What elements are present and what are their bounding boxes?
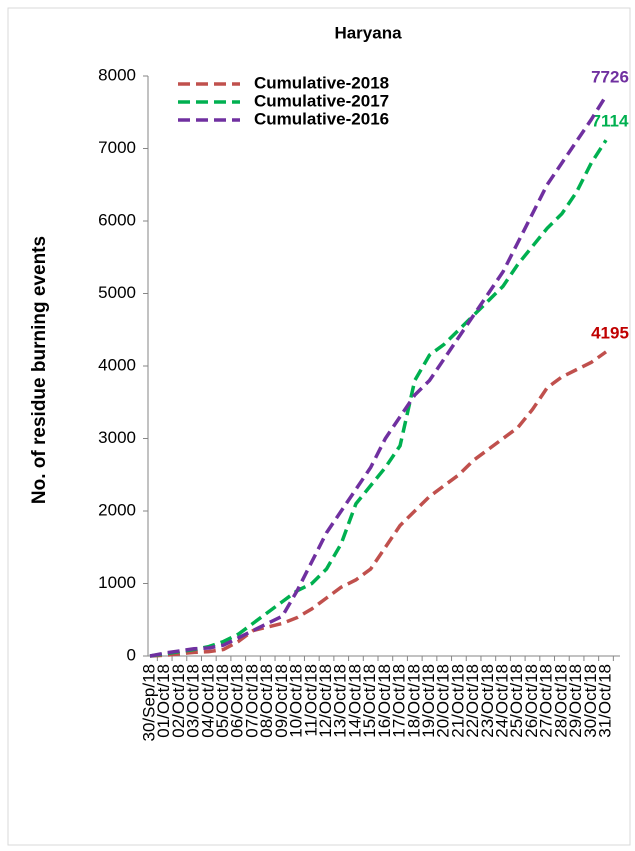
series-line bbox=[149, 94, 608, 658]
x-tick-label: 17/Oct/18 bbox=[390, 664, 409, 738]
x-tick-label: 30/Oct/18 bbox=[581, 664, 600, 738]
x-tick-label: 26/Oct/18 bbox=[522, 664, 541, 738]
x-tick-label: 20/Oct/18 bbox=[434, 664, 453, 738]
x-tick-label: 05/Oct/18 bbox=[213, 664, 232, 738]
series-line bbox=[149, 350, 608, 658]
x-tick-label: 24/Oct/18 bbox=[493, 664, 512, 738]
y-tick-label: 5000 bbox=[98, 283, 136, 302]
x-tick-label: 11/Oct/18 bbox=[301, 664, 320, 736]
x-tick-label: 21/Oct/18 bbox=[448, 664, 467, 738]
legend-label: Cumulative-2018 bbox=[254, 73, 389, 92]
legend-label: Cumulative-2016 bbox=[254, 109, 389, 128]
y-tick-label: 0 bbox=[127, 645, 136, 664]
x-tick-label: 29/Oct/18 bbox=[566, 664, 585, 738]
x-tick-label: 02/Oct/18 bbox=[169, 664, 188, 738]
x-tick-label: 12/Oct/18 bbox=[316, 664, 335, 738]
y-tick-label: 1000 bbox=[98, 573, 136, 592]
x-tick-label: 30/Sep/18 bbox=[139, 664, 158, 742]
x-tick-label: 01/Oct/18 bbox=[154, 664, 173, 738]
x-tick-label: 14/Oct/18 bbox=[345, 664, 364, 738]
x-tick-label: 06/Oct/18 bbox=[228, 664, 247, 738]
x-tick-label: 04/Oct/18 bbox=[198, 664, 217, 738]
x-tick-label: 19/Oct/18 bbox=[419, 664, 438, 738]
data-label: 7114 bbox=[592, 112, 629, 131]
legend-label: Cumulative-2017 bbox=[254, 91, 389, 110]
x-tick-label: 16/Oct/18 bbox=[375, 664, 394, 738]
y-tick-label: 3000 bbox=[98, 428, 136, 447]
x-tick-label: 28/Oct/18 bbox=[551, 664, 570, 738]
data-label: 7726 bbox=[591, 67, 629, 86]
x-tick-label: 31/Oct/18 bbox=[595, 664, 614, 738]
chart-title: Haryana bbox=[334, 23, 402, 42]
y-tick-label: 2000 bbox=[98, 500, 136, 519]
y-tick-label: 4000 bbox=[98, 355, 136, 374]
chart-frame bbox=[7, 7, 631, 846]
x-tick-label: 15/Oct/18 bbox=[360, 664, 379, 738]
x-tick-label: 25/Oct/18 bbox=[507, 664, 526, 738]
x-tick-label: 27/Oct/18 bbox=[537, 664, 556, 738]
y-tick-label: 7000 bbox=[98, 138, 136, 157]
y-tick-label: 8000 bbox=[98, 65, 136, 84]
x-tick-label: 13/Oct/18 bbox=[331, 664, 350, 738]
data-label: 4195 bbox=[591, 323, 629, 342]
y-tick-label: 6000 bbox=[98, 210, 136, 229]
y-axis-label: No. of residue burning events bbox=[29, 236, 50, 504]
x-tick-label: 18/Oct/18 bbox=[404, 664, 423, 738]
series-line bbox=[149, 139, 608, 658]
x-tick-label: 09/Oct/18 bbox=[272, 664, 291, 738]
x-tick-label: 10/Oct/18 bbox=[287, 664, 306, 738]
x-tick-label: 23/Oct/18 bbox=[478, 664, 497, 738]
x-tick-label: 03/Oct/18 bbox=[184, 664, 203, 738]
x-tick-label: 22/Oct/18 bbox=[463, 664, 482, 738]
x-tick-label: 08/Oct/18 bbox=[257, 664, 276, 738]
x-tick-label: 07/Oct/18 bbox=[242, 664, 261, 738]
